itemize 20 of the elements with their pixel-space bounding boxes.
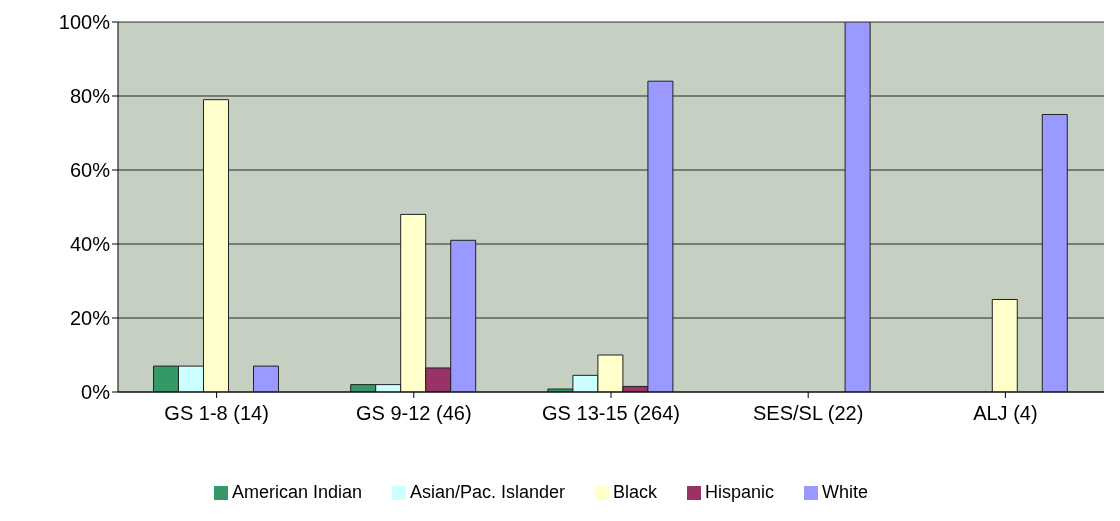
y-tick-label: 20% [69, 307, 111, 330]
x-tick-label: GS 9-12 (46) [356, 402, 472, 425]
bar [844, 22, 871, 392]
y-tick-label: 60% [69, 159, 111, 182]
bar [991, 299, 1018, 392]
bar [253, 365, 279, 392]
legend-label: White [822, 482, 869, 502]
legend-label: Hispanic [705, 482, 775, 502]
legend-label: Black [613, 482, 658, 502]
y-tick-label: 100% [58, 11, 111, 34]
x-tick-label: SES/SL (22) [752, 402, 864, 425]
bar [1041, 114, 1068, 392]
y-tick-label: 0% [81, 381, 111, 404]
x-tick-label: GS 1-8 (14) [164, 402, 269, 425]
legend-label: Asian/Pac. Islander [409, 482, 566, 502]
y-tick-label: 80% [69, 85, 111, 108]
y-tick-label: 40% [69, 233, 111, 256]
legend-label: American Indian [231, 482, 362, 502]
x-tick-label: GS 13-15 (264) [542, 402, 680, 425]
x-tick-label: ALJ (4) [973, 402, 1038, 425]
